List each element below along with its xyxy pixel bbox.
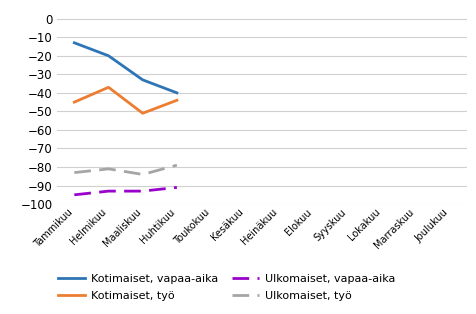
- Legend: Kotimaiset, vapaa-aika, Kotimaiset, työ, Ulkomaiset, vapaa-aika, Ulkomaiset, työ: Kotimaiset, vapaa-aika, Kotimaiset, työ,…: [53, 270, 399, 305]
